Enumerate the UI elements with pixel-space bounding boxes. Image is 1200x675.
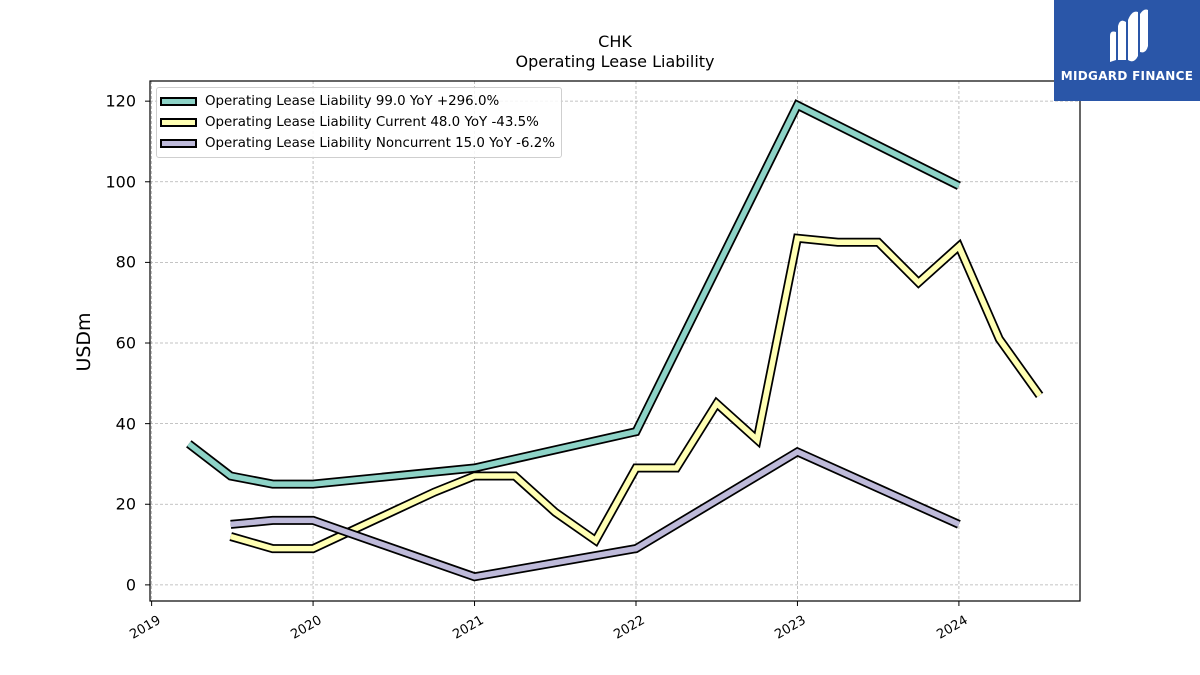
logo-mark-icon bbox=[1110, 9, 1148, 62]
series-line-operating-lease-liability-noncurrent bbox=[230, 448, 961, 580]
series-line-outline bbox=[186, 99, 961, 489]
y-tick-label: 60 bbox=[115, 333, 136, 353]
legend-label: Operating Lease Liability 99.0 YoY +296.… bbox=[205, 94, 500, 109]
legend-item-operating-lease-liability-current: Operating Lease Liability Current 48.0 Y… bbox=[160, 112, 555, 133]
logo-text: MIDGARD FINANCE bbox=[1060, 69, 1194, 83]
chart-title: CHK bbox=[598, 32, 632, 51]
legend-swatch bbox=[160, 139, 197, 148]
legend-label: Operating Lease Liability Current 48.0 Y… bbox=[205, 115, 539, 130]
y-tick-label: 120 bbox=[105, 91, 136, 111]
tick-marks bbox=[145, 100, 960, 606]
plot-frame bbox=[149, 80, 1081, 602]
y-axis-label: USDm bbox=[73, 312, 95, 372]
legend: Operating Lease Liability 99.0 YoY +296.… bbox=[156, 87, 563, 158]
legend-item-operating-lease-liability-noncurrent: Operating Lease Liability Noncurrent 15.… bbox=[160, 133, 555, 154]
legend-label: Operating Lease Liability Noncurrent 15.… bbox=[205, 136, 556, 151]
y-tick-label: 80 bbox=[115, 252, 136, 272]
y-tick-label: 0 bbox=[125, 575, 136, 595]
series-line-operating-lease-liability bbox=[187, 101, 961, 487]
y-tick-label: 100 bbox=[105, 172, 136, 192]
legend-swatch bbox=[160, 97, 197, 106]
chart-subtitle: Operating Lease Liability bbox=[515, 52, 715, 71]
legend-item-operating-lease-liability: Operating Lease Liability 99.0 YoY +296.… bbox=[160, 91, 555, 112]
legend-swatch bbox=[160, 118, 197, 127]
y-tick-label: 40 bbox=[115, 414, 136, 434]
series-line-operating-lease-liability-current bbox=[229, 235, 1042, 552]
y-tick-label: 20 bbox=[115, 494, 136, 514]
series-lines bbox=[186, 99, 1044, 582]
brand-logo: MIDGARD FINANCE bbox=[1054, 0, 1200, 101]
